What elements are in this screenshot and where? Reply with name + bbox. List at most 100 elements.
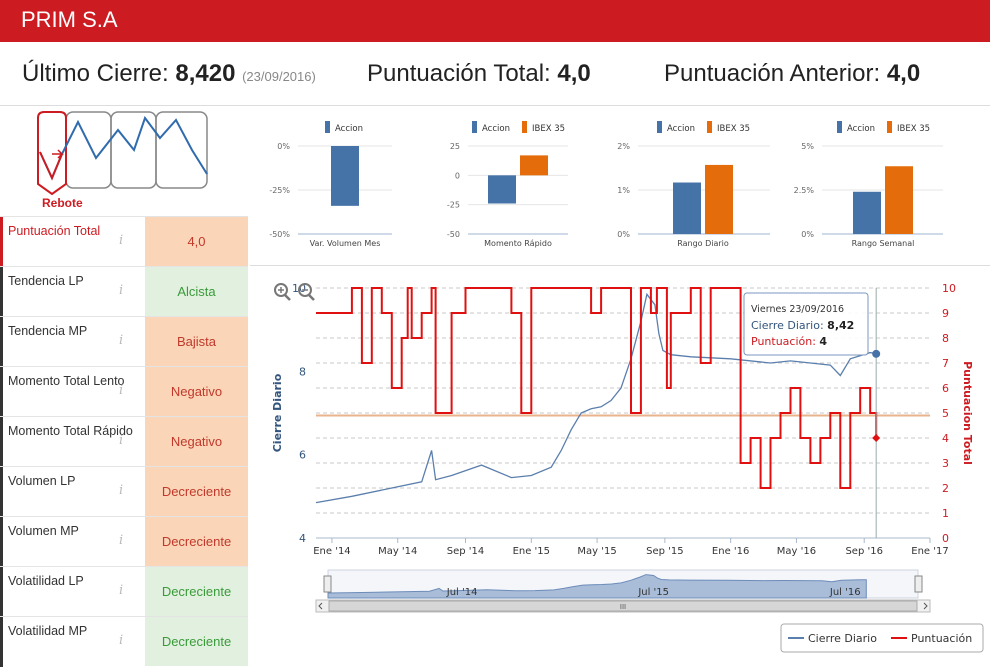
last-close: Último Cierre: 8,420 (23/09/2016) bbox=[22, 60, 316, 88]
total-score: Puntuación Total: 4,0 bbox=[367, 60, 591, 88]
scrollbar-grip: III bbox=[620, 603, 626, 611]
info-icon[interactable]: i bbox=[119, 433, 124, 448]
zoom-in-icon[interactable] bbox=[274, 283, 291, 301]
y-tick-label: 2.5% bbox=[794, 186, 815, 195]
last-close-date: (23/09/2016) bbox=[242, 69, 316, 84]
y-right-tick-label: 3 bbox=[942, 457, 949, 470]
indicator-row-volumen-mp: Volumen MP i Decreciente bbox=[0, 516, 248, 567]
y-right-tick-label: 7 bbox=[942, 357, 949, 370]
info-icon[interactable]: i bbox=[119, 333, 124, 348]
pattern-label: Rebote bbox=[42, 196, 83, 210]
zoom-out-icon[interactable] bbox=[298, 283, 315, 301]
y-right-tick-label: 4 bbox=[942, 432, 949, 445]
scroll-right-icon[interactable] bbox=[923, 602, 928, 610]
y-tick-label: -50% bbox=[269, 230, 290, 239]
tooltip-close: Cierre Diario: 8,42 bbox=[751, 319, 854, 332]
y-right-tick-label: 1 bbox=[942, 507, 949, 520]
last-price-point bbox=[872, 349, 881, 358]
legend-marker bbox=[887, 121, 892, 133]
last-score-point bbox=[872, 434, 881, 442]
navigator-handle-left[interactable] bbox=[323, 575, 332, 593]
navigator-area bbox=[327, 574, 867, 599]
info-icon[interactable]: i bbox=[119, 533, 124, 548]
bar bbox=[705, 164, 733, 234]
legend-marker bbox=[837, 121, 842, 133]
indicator-row-volatilidad-mp: Volatilidad MP i Decreciente bbox=[0, 616, 248, 667]
indicator-row-tendencia-mp: Tendencia MP i Bajista bbox=[0, 316, 248, 367]
indicator-value: Alcista bbox=[145, 267, 248, 316]
info-icon[interactable]: i bbox=[119, 583, 124, 598]
chart-title: Momento Rápido bbox=[484, 239, 552, 248]
pattern-chart-icon bbox=[37, 111, 208, 196]
bar bbox=[853, 191, 881, 234]
total-score-value: 4,0 bbox=[557, 60, 591, 87]
chart-legend: Cierre Diario Puntuación bbox=[780, 623, 984, 653]
y-tick-label: 0% bbox=[617, 230, 630, 239]
x-tick-label: May '14 bbox=[378, 546, 417, 557]
scroll-left-icon[interactable] bbox=[318, 602, 323, 610]
y-left-title: Cierre Diario bbox=[271, 373, 284, 452]
y-right-tick-label: 2 bbox=[942, 482, 949, 495]
bar bbox=[673, 182, 701, 234]
indicator-table: Puntuación Total i 4,0 Tendencia LP i Al… bbox=[0, 216, 248, 667]
info-icon[interactable]: i bbox=[119, 383, 124, 398]
info-icon[interactable]: i bbox=[119, 483, 124, 498]
y-right-title: Puntuacion Total bbox=[961, 361, 974, 465]
previous-score-label: Puntuación Anterior: bbox=[664, 60, 881, 87]
info-icon[interactable]: i bbox=[119, 233, 124, 248]
y-right-tick-label: 6 bbox=[942, 382, 949, 395]
x-tick-label: Ene '16 bbox=[712, 546, 749, 557]
summary-bar: Último Cierre: 8,420 (23/09/2016) Puntua… bbox=[0, 42, 990, 106]
last-close-label: Último Cierre: bbox=[22, 60, 169, 87]
indicator-value: Negativo bbox=[145, 417, 248, 466]
y-right-tick-label: 0 bbox=[942, 532, 949, 545]
indicator-name: Momento Total Lento bbox=[0, 367, 144, 417]
price-score-svg: Ene '14 May '14 Sep '14 Ene '15 May '15 Sep '… bbox=[271, 282, 984, 653]
bar bbox=[331, 146, 359, 206]
legend-marker bbox=[657, 121, 662, 133]
legend-box bbox=[780, 623, 984, 653]
legend-label: Accion bbox=[335, 124, 363, 134]
y-left-tick-label: 6 bbox=[299, 449, 306, 462]
info-icon[interactable]: i bbox=[119, 633, 124, 648]
info-icon[interactable]: i bbox=[119, 283, 124, 298]
indicator-name: Volatilidad MP bbox=[0, 617, 144, 667]
bar-charts: 0% -25% -50% Var. Volumen Mes Accion 25 0 -25 -5… bbox=[250, 108, 990, 266]
legend-marker bbox=[707, 121, 712, 133]
indicator-name: Volatilidad LP bbox=[0, 567, 144, 617]
navigator-handle-right[interactable] bbox=[914, 575, 923, 593]
y-tick-label: 1% bbox=[617, 186, 630, 195]
y-tick-label: 5% bbox=[801, 142, 814, 151]
x-tick-label: Ene '14 bbox=[313, 546, 350, 557]
bar-charts-svg: 0% -25% -50% Var. Volumen Mes Accion 25 0 -25 -5… bbox=[269, 121, 943, 248]
indicator-name: Tendencia MP bbox=[0, 317, 144, 367]
y-right-tick-label: 8 bbox=[942, 332, 949, 345]
total-score-label: Puntuación Total: bbox=[367, 60, 551, 87]
y-tick-label: 25 bbox=[450, 142, 460, 151]
scrollbar-thumb[interactable] bbox=[328, 600, 918, 612]
legend-label: IBEX 35 bbox=[897, 124, 930, 134]
x-tick-label: May '15 bbox=[577, 546, 616, 557]
indicator-value: Negativo bbox=[145, 367, 248, 416]
legend-label: Accion bbox=[482, 124, 510, 134]
y-right-tick-label: 9 bbox=[942, 307, 949, 320]
indicator-value: Decreciente bbox=[145, 467, 248, 516]
legend-label-cierre[interactable]: Cierre Diario bbox=[808, 632, 877, 645]
header-bar: PRIM S.A bbox=[0, 0, 990, 42]
previous-score-value: 4,0 bbox=[886, 60, 921, 87]
indicator-name: Tendencia LP bbox=[0, 267, 144, 317]
y-left-tick-label: 8 bbox=[299, 365, 306, 378]
legend-marker bbox=[522, 121, 527, 133]
tooltip-date: Viernes 23/09/2016 bbox=[751, 304, 844, 315]
indicator-name: Momento Total Rápido bbox=[0, 417, 144, 467]
navigator[interactable]: Jul '14 Jul '15 Jul '16 bbox=[323, 569, 923, 599]
bar bbox=[520, 155, 548, 176]
legend-label-puntuacion[interactable]: Puntuación bbox=[911, 632, 972, 645]
indicator-name: Volumen MP bbox=[0, 517, 144, 567]
tooltip-box bbox=[743, 292, 869, 356]
company-title: PRIM S.A bbox=[21, 7, 118, 32]
x-tick-label: Ene '17 bbox=[911, 546, 948, 557]
navigator-label: Jul '15 bbox=[637, 587, 669, 598]
indicator-row-momento-rapido: Momento Total Rápido i Negativo bbox=[0, 416, 248, 467]
legend-marker bbox=[472, 121, 477, 133]
